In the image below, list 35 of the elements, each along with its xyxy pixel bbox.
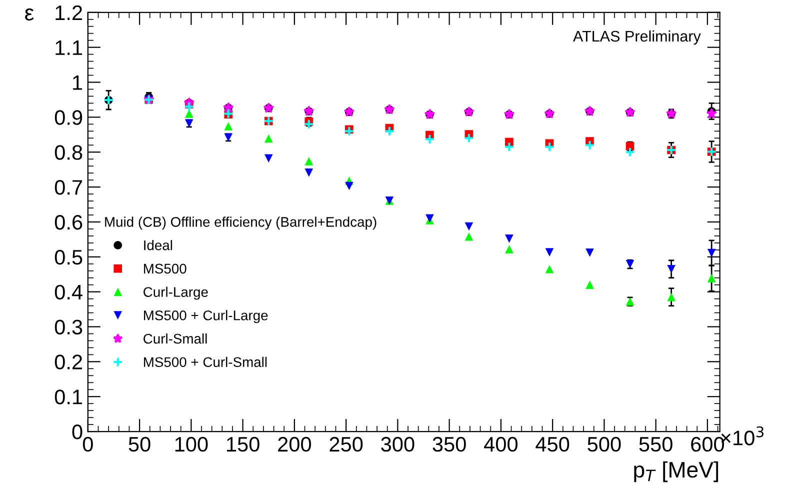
x-tick-label: 250 [330,436,363,452]
x-tick-label: 150 [227,436,260,452]
y-axis-title: ε [25,8,34,21]
x-tick-label: 400 [484,436,518,452]
y-tick-label: 0.1 [54,390,82,404]
x-tick-label: 350 [432,436,466,452]
annotation: ATLAS Preliminary [573,30,701,45]
y-tick-label: 0.6 [54,214,82,230]
y-tick-label: 1.2 [56,5,82,20]
y-tick-label: 0.4 [54,284,82,300]
y-tick-label: 0.2 [54,354,82,370]
x-tick-label: 50 [128,436,150,452]
legend-label: Ideal [144,240,172,250]
x-tick-label: 200 [278,436,311,452]
x-tick-label: 500 [588,436,621,452]
y-tick-label: 1 [73,75,82,90]
y-tick-label: 0.3 [54,320,82,334]
legend-label: Curl-Large [144,286,208,300]
x-tick-label: 0 [82,436,93,452]
y-tick-label: 0.7 [54,180,82,195]
x-tick-label: 300 [381,436,414,452]
y-tick-label: 0 [72,424,82,440]
y-tick-label: 1.1 [56,40,82,55]
legend-label: MS500 + Curl-Large [144,310,268,324]
x-tick-label: 100 [175,436,208,452]
x-tick-label: 550 [639,436,672,452]
x-tick-label: 450 [536,436,570,452]
y-tick-label: 0.5 [54,250,82,265]
legend-label: MS500 [144,264,186,274]
x-axis-title: p$_{T}$ [MeV] [634,461,718,482]
y-tick-label: 0.8 [54,145,82,160]
legend-label: Curl-Small [144,333,207,344]
y-tick-label: 0.9 [54,110,82,125]
legend-label: MS500 + Curl-Small [144,356,267,368]
legend-title: Muid (CB) Offline efficiency (Barrel+Endcap) [105,216,376,230]
